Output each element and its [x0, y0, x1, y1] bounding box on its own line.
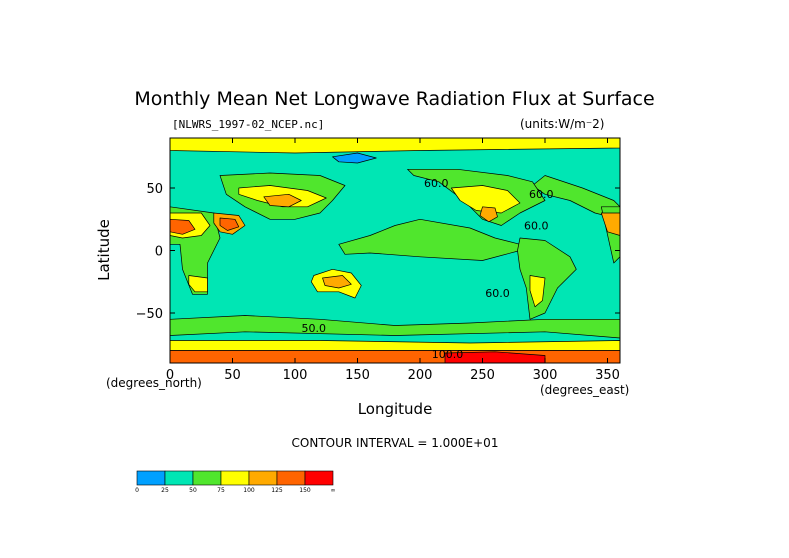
units-label: (units:W/m⁻2): [520, 117, 605, 131]
x-tick-label: 50: [224, 368, 241, 383]
contour-label: 100.0: [432, 348, 464, 361]
region-tibet-gobi: [263, 193, 302, 208]
region-south-america: [517, 237, 577, 320]
dataset-label: [NLWRS_1997-02_NCEP.nc]: [172, 118, 325, 131]
colorbar-swatch: [248, 470, 278, 486]
x-tick-label: 300: [533, 368, 558, 383]
colorbar-label: 50: [189, 487, 197, 494]
contour-labels: 60.0 60.0 60.0 60.0 50.0 100.0: [302, 177, 554, 361]
contour-label: 60.0: [529, 188, 554, 201]
y-tick-label: 0: [155, 245, 163, 260]
colorbar-swatch: [164, 470, 194, 486]
x-tick-label: 350: [595, 368, 620, 383]
chart-title: Monthly Mean Net Longwave Radiation Flux…: [134, 88, 655, 110]
colorbar-swatch: [136, 470, 166, 486]
colorbar-swatch: [304, 470, 334, 486]
x-units-note: (degrees_east): [540, 383, 630, 397]
region-mexico: [479, 206, 498, 223]
contour-label: 60.0: [524, 219, 549, 232]
contour-label: 50.0: [302, 322, 327, 335]
y-units-note: (degrees_north): [106, 376, 202, 390]
region-usa-interior: [450, 185, 521, 214]
axis-ticks: 0 50 100 150 200 250 300 350 −50 0 50: [136, 138, 620, 383]
colorbar-label: 125: [271, 487, 283, 494]
region-arabia-core: [219, 217, 240, 231]
colorbar-swatch: [276, 470, 306, 486]
colorbar-label: 150: [299, 487, 311, 494]
x-tick-label: 250: [470, 368, 495, 383]
contour-label: 60.0: [485, 287, 510, 300]
y-tick-label: −50: [136, 307, 163, 322]
colorbar-label: 75: [217, 487, 225, 494]
region-antarctic-edge: [169, 340, 621, 351]
colorbar-swatch: [192, 470, 222, 486]
region-australia-core: [322, 275, 352, 289]
x-axis-label: Longitude: [357, 400, 433, 418]
colorbar: 0 25 50 75 100 125 150 ∞: [135, 470, 336, 494]
map-layer: [169, 137, 621, 364]
x-tick-label: 100: [283, 368, 308, 383]
x-tick-label: 150: [345, 368, 370, 383]
colorbar-label: 100: [243, 487, 255, 494]
x-tick-label: 0: [166, 368, 174, 383]
colorbar-label: 25: [161, 487, 169, 494]
region-southern-africa: [188, 275, 208, 293]
contour-interval-text: CONTOUR INTERVAL = 1.000E+01: [291, 436, 499, 450]
x-tick-label: 200: [408, 368, 433, 383]
region-antarctica: [169, 350, 621, 364]
region-andes-chile: [529, 275, 546, 308]
colorbar-label: 0: [135, 487, 139, 494]
region-siberia-blue: [332, 152, 377, 164]
y-axis-label: Latitude: [95, 219, 113, 281]
colorbar-label: ∞: [331, 487, 336, 494]
y-tick-label: 50: [146, 182, 163, 197]
colorbar-swatch: [220, 470, 250, 486]
contour-label: 60.0: [424, 177, 449, 190]
